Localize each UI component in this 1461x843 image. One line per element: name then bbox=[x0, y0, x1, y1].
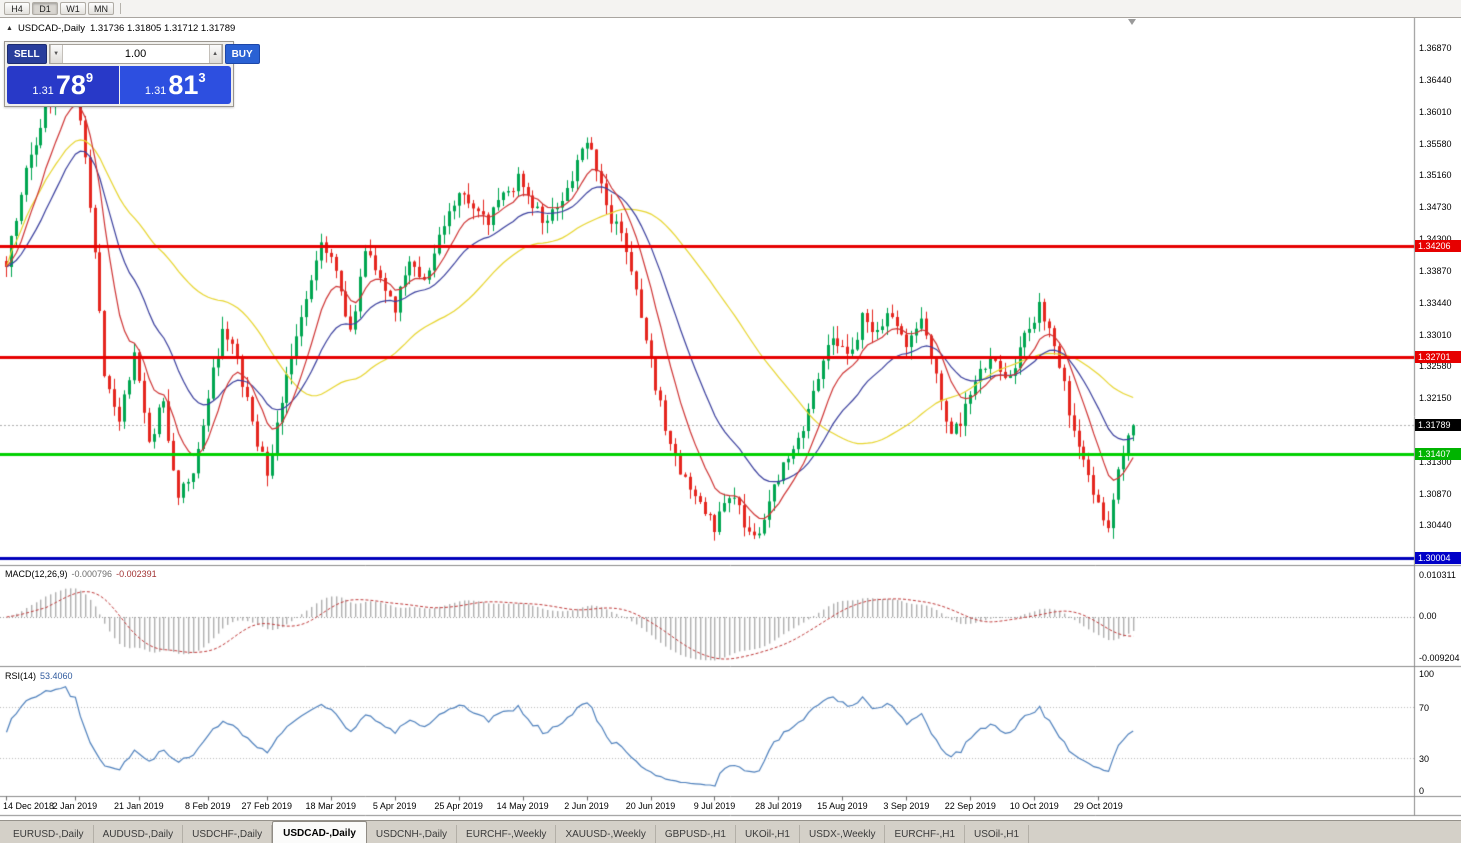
macd-main-value: -0.000796 bbox=[71, 569, 113, 579]
timeframe-button-mn[interactable]: MN bbox=[88, 2, 114, 15]
buy-price-big-digits: 81 bbox=[168, 70, 199, 100]
buy-price-pipette: 3 bbox=[198, 70, 206, 85]
chart-tab-usoil-h1[interactable]: USOil-,H1 bbox=[965, 825, 1030, 843]
sell-button[interactable]: SELL bbox=[7, 44, 47, 64]
chart-tab-eurusd-daily[interactable]: EURUSD-,Daily bbox=[4, 825, 94, 843]
chart-title: ▲ USDCAD-,Daily 1.31736 1.31805 1.31712 … bbox=[6, 23, 235, 34]
chart-tab-usdx-weekly[interactable]: USDX-,Weekly bbox=[800, 825, 886, 843]
chart-tab-eurchf-h1[interactable]: EURCHF-,H1 bbox=[885, 825, 966, 843]
buy-price-prefix: 1.31 bbox=[144, 85, 167, 97]
timeframe-button-w1[interactable]: W1 bbox=[60, 2, 86, 15]
rsi-indicator-label: RSI(14) 53.4060 bbox=[5, 671, 73, 681]
chart-tab-gbpusd-h1[interactable]: GBPUSD-,H1 bbox=[656, 825, 736, 843]
sell-price-prefix: 1.31 bbox=[32, 85, 54, 97]
chart-tab-bar: EURUSD-,Daily AUDUSD-,Daily USDCHF-,Daily U… bbox=[0, 820, 1461, 843]
volume-field: ▼ ▲ bbox=[48, 44, 223, 64]
timeframe-button-h4[interactable]: H4 bbox=[4, 2, 30, 15]
macd-signal-value: -0.002391 bbox=[116, 569, 157, 579]
chart-tab-eurchf-weekly[interactable]: EURCHF-,Weekly bbox=[457, 825, 557, 843]
buy-price-display[interactable]: 1.31 81 3 bbox=[119, 66, 231, 104]
one-click-trading-panel: SELL ▼ ▲ BUY 1.31 78 9 1.31 81 3 bbox=[4, 41, 260, 107]
chart-symbol-period: USDCAD-,Daily bbox=[17, 23, 85, 34]
volume-increment-button[interactable]: ▲ bbox=[208, 45, 222, 63]
sell-price-pipette: 9 bbox=[85, 70, 94, 85]
chart-tab-usdchf-daily[interactable]: USDCHF-,Daily bbox=[183, 825, 273, 843]
macd-indicator-label: MACD(12,26,9) -0.000796 -0.002391 bbox=[5, 569, 157, 579]
chart-tab-usdcad-daily[interactable]: USDCAD-,Daily bbox=[272, 821, 367, 843]
chart-ohlc-values: 1.31736 1.31805 1.31712 1.31789 bbox=[89, 23, 236, 34]
collapse-panel-icon[interactable]: ▲ bbox=[6, 25, 13, 32]
macd-name: MACD(12,26,9) bbox=[5, 569, 68, 579]
volume-decrement-button[interactable]: ▼ bbox=[49, 45, 63, 63]
chart-tab-ukoil-h1[interactable]: UKOil-,H1 bbox=[736, 825, 800, 843]
chart-shift-marker-icon[interactable] bbox=[1128, 19, 1136, 25]
timeframe-button-d1[interactable]: D1 bbox=[32, 2, 58, 15]
sell-price-big-digits: 78 bbox=[55, 70, 86, 100]
toolbar-separator bbox=[120, 3, 121, 14]
rsi-name: RSI(14) bbox=[5, 671, 37, 681]
timeframe-toolbar: H4 D1 W1 MN bbox=[0, 0, 1461, 18]
trade-prices-row: 1.31 78 9 1.31 81 3 bbox=[7, 66, 231, 104]
chart-tab-usdcnh-daily[interactable]: USDCNH-,Daily bbox=[367, 825, 458, 843]
chart-tab-xauusd-weekly[interactable]: XAUUSD-,Weekly bbox=[556, 825, 656, 843]
buy-button[interactable]: BUY bbox=[224, 44, 260, 64]
trade-controls-row: SELL ▼ ▲ BUY bbox=[7, 44, 260, 64]
rsi-value: 53.4060 bbox=[40, 671, 73, 681]
volume-input[interactable] bbox=[62, 45, 209, 63]
chart-tab-audusd-daily[interactable]: AUDUSD-,Daily bbox=[94, 825, 184, 843]
sell-price-display[interactable]: 1.31 78 9 bbox=[7, 66, 119, 104]
